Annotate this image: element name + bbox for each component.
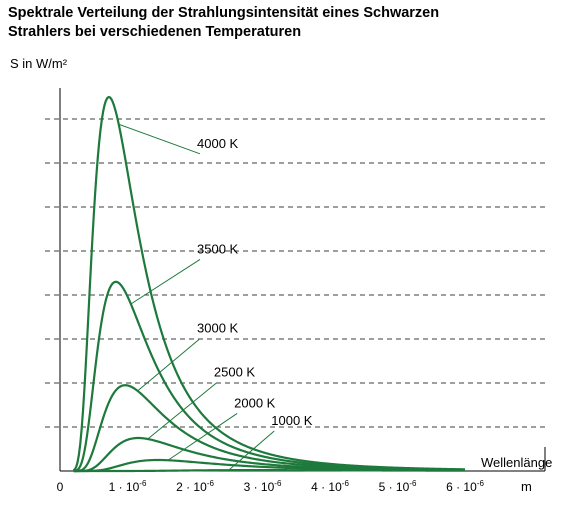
x-tick-label-2: 2 · 10-6 (176, 479, 214, 494)
chart-title-line1: Spektrale Verteilung der Strahlungsinten… (8, 5, 440, 21)
series-labels: 4000 K 3500 K 3000 K 2500 K 2000 K 1000 K (118, 123, 313, 471)
chart-title-line2: Strahlers bei verschiedenen Temperaturen (8, 24, 302, 40)
y-axis-label: S in W/m² (10, 56, 68, 71)
leader-3500K (130, 258, 201, 305)
leader-1000K (228, 430, 275, 471)
chart-title: Spektrale Verteilung der Strahlungsinten… (8, 4, 439, 42)
leader-2500K (147, 382, 218, 440)
series-label-3500K: 3500 K (197, 241, 239, 256)
x-tick-label-1: 1 · 10-6 (109, 479, 147, 494)
series-label-1000K: 1000 K (271, 413, 313, 428)
x-tick-label-3: 3 · 10-6 (244, 479, 282, 494)
x-tick-label-6: 6 · 10-6 (446, 479, 484, 494)
series-curves (72, 95, 466, 473)
series-label-2500K: 2500 K (214, 365, 256, 380)
x-tick-label-5: 5 · 10-6 (379, 479, 417, 494)
gridlines (45, 118, 548, 428)
leader-3000K (137, 338, 201, 392)
x-axis-label: Wellenlänge (481, 455, 552, 470)
series-label-4000K: 4000 K (197, 136, 239, 151)
leader-2000K (167, 412, 238, 461)
x-tick-label-0: 0 (57, 480, 64, 494)
leader-4000K (118, 123, 201, 155)
curve-4000K (72, 95, 466, 472)
curve-3500K (73, 280, 466, 473)
series-label-3000K: 3000 K (197, 321, 239, 336)
curve-1000K (73, 469, 465, 473)
x-axis-unit: m (521, 479, 532, 494)
x-tick-label-4: 4 · 10-6 (311, 479, 349, 494)
x-tick-labels: 0 1 · 10-6 2 · 10-6 3 · 10-6 4 · 10-6 5 · 10-… (57, 479, 485, 494)
series-label-2000K: 2000 K (234, 395, 276, 410)
